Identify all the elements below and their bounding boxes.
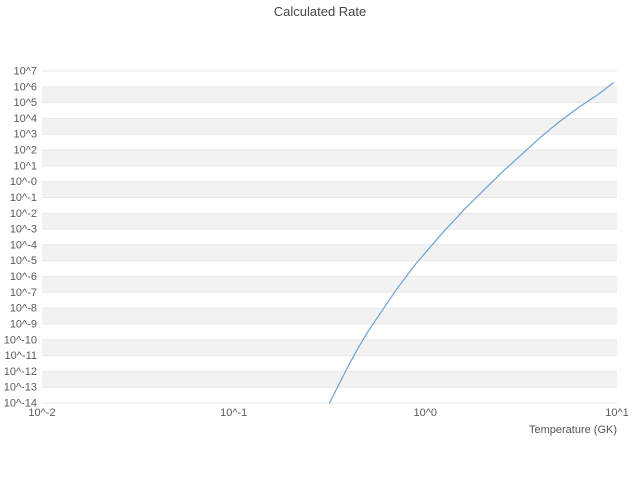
x-tick-label: 10^-1 [220, 407, 247, 419]
y-tick-label: 10^2 [13, 145, 37, 157]
decade-stripe [42, 150, 617, 166]
rate-line [328, 82, 614, 404]
y-tick-label: 10^-6 [10, 271, 37, 283]
y-tick-label: 10^-12 [4, 366, 37, 378]
y-tick-label: 10^3 [13, 129, 37, 141]
decade-stripe [42, 339, 617, 356]
y-tick-label: 10^7 [13, 66, 37, 78]
y-tick-label: 10^4 [13, 113, 37, 125]
y-tick-label: 10^-0 [10, 176, 37, 188]
y-tick-label: 10^-4 [10, 239, 37, 251]
decade-stripe [42, 213, 617, 230]
x-axis-label: Temperature (GK) [528, 424, 617, 436]
decade-stripe [42, 181, 617, 198]
y-tick-label: 10^-5 [10, 255, 37, 267]
y-tick-label: 10^-9 [10, 319, 37, 331]
y-tick-label: 10^-10 [4, 334, 37, 346]
decade-stripe [42, 118, 617, 135]
y-tick-label: 10^6 [13, 81, 37, 93]
y-tick-label: 10^5 [13, 97, 37, 109]
y-tick-label: 10^-2 [10, 208, 37, 220]
decade-stripe [42, 244, 617, 261]
y-tick-label: 10^-8 [10, 303, 37, 315]
y-tick-label: 10^-13 [4, 382, 37, 394]
x-tick-label: 10^0 [414, 407, 438, 419]
y-tick-label: 10^-14 [4, 398, 37, 410]
decade-stripe [42, 371, 617, 388]
x-tick-label: 10^-2 [28, 407, 55, 419]
chart-title: Calculated Rate [273, 4, 367, 19]
x-tick-label: 10^1 [605, 407, 629, 419]
decade-stripe [42, 86, 617, 103]
decade-stripe [42, 276, 617, 293]
y-tick-label: 10^-7 [10, 287, 37, 299]
y-tick-label: 10^-11 [5, 350, 37, 362]
decade-stripe [42, 308, 617, 324]
y-tick-label: 10^-3 [10, 224, 37, 236]
y-tick-label: 10^-1 [10, 192, 37, 204]
y-tick-label: 10^1 [13, 160, 37, 172]
